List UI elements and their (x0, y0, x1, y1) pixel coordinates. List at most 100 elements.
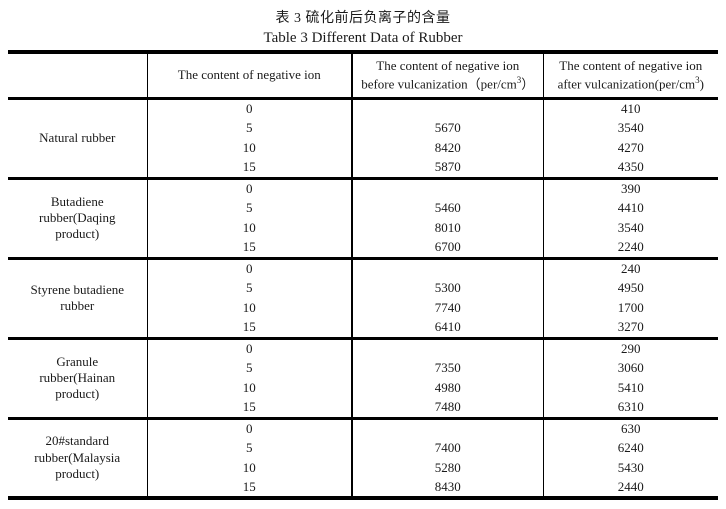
header-before-vulcanization: The content of negative ion before vulca… (352, 50, 544, 100)
before-vulcanization-value-cell: 6700 (352, 238, 544, 258)
table-caption-english: Table 3 Different Data of Rubber (263, 30, 463, 46)
after-vulcanization-value-cell: 3540 (617, 219, 644, 235)
table-body: Natural rubber 0 410 5 5670 3540 10 8420 4270 15 5… (8, 96, 718, 500)
after-vulcanization-value-cell: 4350 (617, 159, 644, 175)
negative-ion-content-cell: 15 (147, 238, 353, 258)
after-vulcanization-value-cell: 390 (543, 176, 718, 198)
table-row: 5 5670 3540 (8, 118, 718, 138)
before-vulcanization-value-cell: 5280 (352, 458, 544, 478)
table-header-row: The content of negative ion The content … (8, 50, 718, 100)
after-vulcanization-value-cell: 2440 (543, 478, 718, 500)
header-rubber-type (8, 50, 148, 100)
after-vulcanization-value-cell: 2240 (617, 239, 644, 255)
negative-ion-content-cell: 0 (147, 416, 353, 438)
negative-ion-content-cell: 10 (147, 298, 353, 318)
table-row: 10 8420 4270 (8, 138, 718, 158)
after-vulcanization-value-cell: 5430 (617, 459, 644, 475)
after-vulcanization-value-cell: 3540 (617, 119, 644, 135)
negative-ion-content-cell: 5 (147, 118, 353, 138)
after-vulcanization-value-cell: 240 (543, 256, 718, 278)
after-vulcanization-value-cell: 290 (543, 336, 718, 358)
table-row: Styrene butadiene rubber 0 240 (8, 256, 718, 338)
before-vulcanization-value-cell: 5870 (352, 158, 544, 178)
table-row: 5 5300 4950 (8, 278, 718, 298)
table-row: 15 6410 3270 (8, 318, 718, 338)
after-vulcanization-value-cell: 6240 (617, 439, 644, 455)
negative-ion-content-cell: 5 (147, 358, 353, 378)
table-row: 10 7740 1700 (8, 298, 718, 318)
before-vulcanization-value-cell: 6410 (352, 318, 544, 338)
negative-ion-content-cell: 10 (147, 138, 353, 158)
table-row: 15 6700 2240 (8, 238, 718, 258)
after-vulcanization-value-cell: 4950 (617, 279, 644, 295)
before-vulcanization-value-cell: 8420 (352, 138, 544, 158)
after-vulcanization-value-cell: 6310 (617, 399, 644, 415)
before-vulcanization-value-cell: 5460 (352, 198, 544, 218)
before-vulcanization-value-cell: 5300 (352, 278, 544, 298)
negative-ion-content-cell: 10 (147, 458, 353, 478)
header-after-line2: after vulcanization(per/cm (557, 75, 696, 91)
before-vulcanization-value-cell: 7400 (352, 438, 544, 458)
table-row: 15 7480 6310 (8, 398, 718, 418)
rubber-type-cell: Granule rubber(Hainan product) (8, 336, 148, 418)
before-vulcanization-value-cell: 4980 (352, 378, 544, 398)
negative-ion-content-cell: 5 (147, 198, 353, 218)
before-vulcanization-value-cell (352, 96, 544, 118)
header-before-superscript: 3 (516, 74, 522, 85)
rubber-type-cell: Natural rubber (8, 96, 148, 178)
negative-ion-content-cell: 0 (147, 176, 353, 198)
table-row: 20#standard rubber(Malaysia product) 0 630 (8, 416, 718, 500)
after-vulcanization-value-cell: 4270 (617, 139, 644, 155)
header-before-line2: before vulcanization（per/cm (361, 75, 517, 91)
negative-ion-content-cell: 15 (147, 398, 353, 418)
before-vulcanization-value-cell: 7480 (352, 398, 544, 418)
negative-ion-content-cell: 10 (147, 218, 353, 238)
table-row: 5 7400 6240 (8, 438, 718, 458)
before-vulcanization-value-cell (352, 336, 544, 358)
after-vulcanization-value-cell: 4410 (617, 199, 644, 215)
negative-ion-content-cell: 5 (147, 438, 353, 458)
before-vulcanization-value-cell: 7740 (352, 298, 544, 318)
negative-ion-content-cell: 15 (147, 318, 353, 338)
before-vulcanization-value-cell: 7350 (352, 358, 544, 378)
header-after-vulcanization: The content of negative ion after vulcan… (543, 50, 718, 100)
header-after-line1: The content of negative ion (559, 58, 703, 74)
rubber-type-cell: Butadiene rubber(Daqing product) (8, 176, 148, 258)
header-before-line2-close: ） (521, 75, 535, 91)
table-row: 10 4980 5410 (8, 378, 718, 398)
negative-ion-content-cell: 15 (147, 478, 353, 500)
negative-ion-content-cell: 0 (147, 336, 353, 358)
header-after-superscript: 3 (695, 74, 700, 85)
before-vulcanization-value-cell (352, 176, 544, 198)
table-row: Butadiene rubber(Daqing product) 0 390 (8, 176, 718, 258)
negative-ion-content-cell: 15 (147, 158, 353, 178)
rubber-negative-ion-table: The content of negative ion The content … (8, 50, 718, 500)
table-row: 5 5460 4410 (8, 198, 718, 218)
table-row: 15 8430 2440 (8, 478, 718, 500)
table-caption-chinese: 表 3 硫化前后负离子的含量 (275, 11, 451, 26)
rubber-type-cell: 20#standard rubber(Malaysia product) (8, 416, 148, 500)
table-row: 5 7350 3060 (8, 358, 718, 378)
header-content-of-negative-ion: The content of negative ion (147, 50, 353, 100)
before-vulcanization-value-cell: 8010 (352, 218, 544, 238)
header-after-line2-close: ) (699, 75, 704, 91)
after-vulcanization-value-cell: 1700 (617, 299, 644, 315)
after-vulcanization-value-cell: 410 (543, 96, 718, 118)
after-vulcanization-value-cell: 630 (543, 416, 718, 438)
before-vulcanization-value-cell: 5670 (352, 118, 544, 138)
negative-ion-content-cell: 5 (147, 278, 353, 298)
negative-ion-content-cell: 0 (147, 96, 353, 118)
after-vulcanization-value-cell: 5410 (617, 379, 644, 395)
table-row: 10 8010 3540 (8, 218, 718, 238)
before-vulcanization-value-cell (352, 416, 544, 438)
rubber-type-cell: Styrene butadiene rubber (8, 256, 148, 338)
table-row: Natural rubber 0 410 (8, 96, 718, 178)
before-vulcanization-value-cell (352, 256, 544, 278)
after-vulcanization-value-cell: 3060 (617, 359, 644, 375)
table-row: Granule rubber(Hainan product) 0 290 (8, 336, 718, 418)
negative-ion-content-cell: 10 (147, 378, 353, 398)
negative-ion-content-cell: 0 (147, 256, 353, 278)
before-vulcanization-value-cell: 8430 (352, 478, 544, 500)
table-row: 10 5280 5430 (8, 458, 718, 478)
